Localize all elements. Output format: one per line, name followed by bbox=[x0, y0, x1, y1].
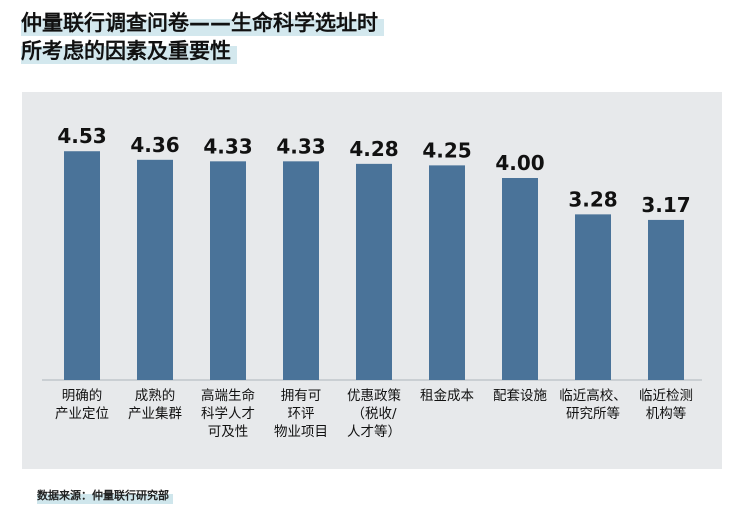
value-label-3: 4.33 bbox=[203, 134, 252, 158]
bar-chart: 4.53 明确的产业定位 4.36 成熟的产业集群 4.33 高端生命科学人才可及性 4.3… bbox=[42, 124, 702, 440]
category-label-2: 成熟的产业集群 bbox=[128, 388, 182, 422]
category-label-4: 拥有可环评物业项目 bbox=[274, 388, 328, 440]
category-label-7: 配套设施 bbox=[493, 388, 547, 404]
category-label-5: 优惠政策（税收/人才等） bbox=[347, 387, 401, 440]
value-label-7: 4.00 bbox=[495, 151, 544, 175]
value-label-2: 4.36 bbox=[130, 133, 179, 157]
source-note: 数据来源：仲量联行研究部 bbox=[37, 487, 173, 504]
category-label-9: 临近检测机构等 bbox=[639, 388, 693, 422]
bar-8 bbox=[575, 214, 611, 380]
value-label-4: 4.33 bbox=[276, 134, 325, 158]
category-label-3: 高端生命科学人才可及性 bbox=[201, 387, 255, 440]
category-label-8: 临近高校、研究所等 bbox=[559, 387, 627, 422]
value-label-8: 3.28 bbox=[568, 187, 617, 211]
bar-7 bbox=[502, 178, 538, 380]
bar-4 bbox=[283, 161, 319, 380]
bar-2 bbox=[137, 159, 173, 380]
value-label-5: 4.28 bbox=[349, 137, 398, 161]
bar-9 bbox=[648, 219, 684, 380]
chart-title: 仲量联行调查问卷——生命科学选址时 所考虑的因素及重要性 bbox=[21, 10, 384, 64]
category-label-6: 租金成本 bbox=[420, 388, 474, 404]
value-label-1: 4.53 bbox=[57, 124, 106, 148]
bar-6 bbox=[429, 165, 465, 380]
title-line-1: 仲量联行调查问卷——生命科学选址时 bbox=[21, 10, 384, 36]
value-label-6: 4.25 bbox=[422, 138, 471, 162]
value-label-9: 3.17 bbox=[641, 193, 690, 217]
bar-1 bbox=[64, 151, 100, 380]
category-label-1: 明确的产业定位 bbox=[55, 388, 109, 422]
bar-3 bbox=[210, 161, 246, 380]
bar-5 bbox=[356, 163, 392, 380]
title-line-2: 所考虑的因素及重要性 bbox=[21, 38, 237, 64]
